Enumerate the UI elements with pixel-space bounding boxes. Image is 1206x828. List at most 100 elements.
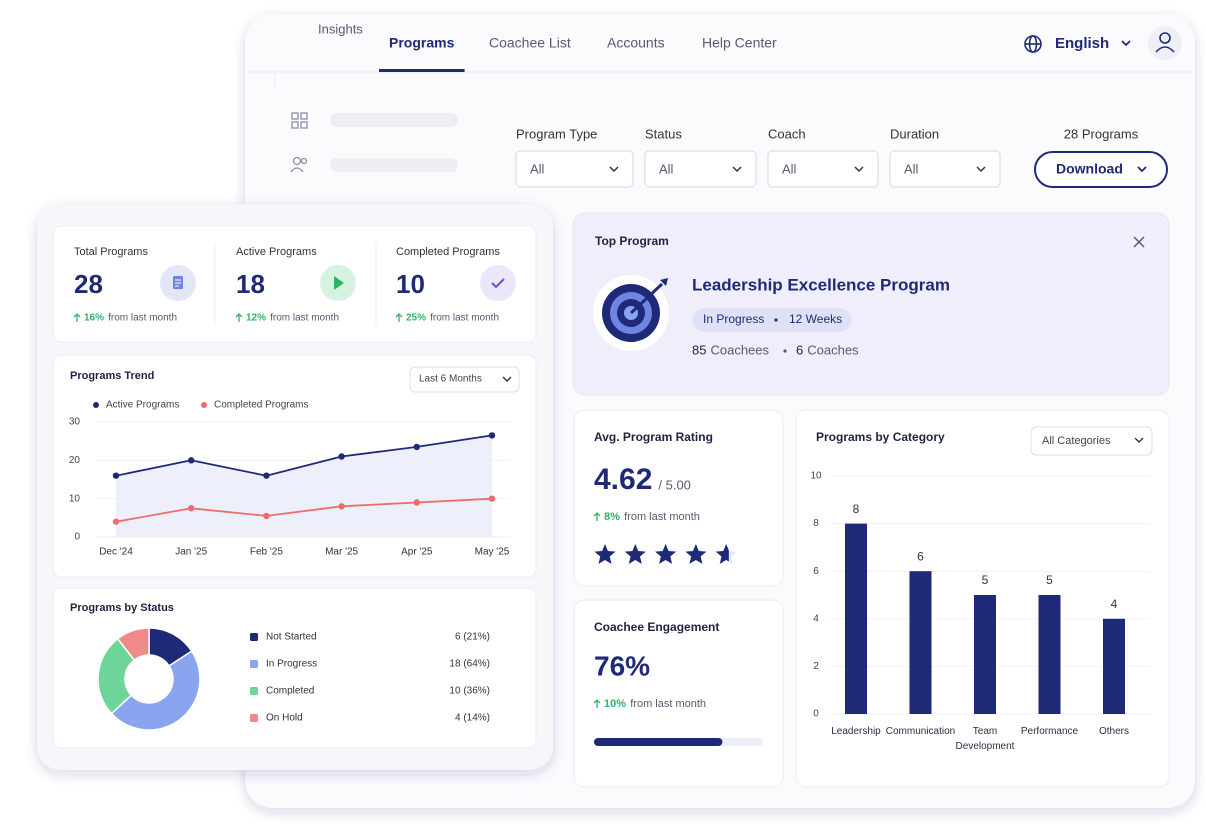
- users-icon[interactable]: [290, 156, 308, 173]
- legend-label: Completed: [266, 686, 314, 697]
- legend-label: In Progress: [266, 659, 317, 670]
- change-value: 25%: [406, 313, 426, 324]
- download-button[interactable]: [1034, 151, 1168, 188]
- x-tick-label: Communication: [885, 726, 956, 737]
- bar: [845, 523, 867, 714]
- avatar[interactable]: [1148, 26, 1182, 60]
- trend-dropdown[interactable]: [409, 366, 520, 393]
- filter-value: All: [782, 161, 797, 176]
- point: [488, 432, 496, 439]
- kpi-value: 18: [236, 269, 265, 299]
- change-value: 12%: [246, 313, 266, 324]
- nav-tab[interactable]: Coachee List: [489, 35, 571, 51]
- coach-label: Coaches: [807, 342, 859, 357]
- x-tick-label: Leadership: [831, 726, 881, 737]
- download-chevron[interactable]: [1137, 166, 1147, 173]
- nav-tab[interactable]: Programs: [389, 35, 455, 51]
- rating-title: Avg. Program Rating: [594, 430, 713, 444]
- top-program-heading: Top Program: [595, 234, 669, 248]
- tag: 12 Weeks: [789, 312, 842, 326]
- x-tick-label: Performance: [1020, 726, 1079, 737]
- globe-icon[interactable]: [1024, 35, 1042, 53]
- line: [115, 434, 493, 477]
- filter-chevron[interactable]: [854, 166, 864, 173]
- star: [685, 544, 707, 564]
- legend-value: 18 (64%): [449, 659, 490, 670]
- filter-label: Status: [645, 126, 682, 141]
- tag: In Progress: [703, 312, 764, 326]
- brand[interactable]: Insights: [318, 21, 363, 36]
- category-dropdown[interactable]: [1030, 426, 1153, 456]
- grid-icon[interactable]: [291, 112, 308, 129]
- up-arrow: [593, 512, 601, 521]
- filter-value: All: [904, 161, 919, 176]
- change-value: 8%: [604, 511, 620, 523]
- change-value: 10%: [604, 698, 626, 710]
- point: [112, 518, 120, 525]
- engagement-value: 76%: [594, 650, 650, 681]
- bar: [974, 595, 996, 714]
- nav-tab[interactable]: Accounts: [607, 35, 665, 51]
- coachee-count: 85: [692, 342, 706, 357]
- legend-swatch: [250, 660, 258, 668]
- bar-value-label: 8: [853, 502, 860, 516]
- filter-chevron[interactable]: [732, 166, 742, 173]
- bar-value-label: 5: [982, 573, 989, 587]
- check-icon: [480, 265, 516, 301]
- language-chevron[interactable]: [1121, 40, 1131, 47]
- bar-value-label: 6: [917, 549, 924, 563]
- y-tick-label: 2: [813, 661, 819, 672]
- separator-dot: [783, 349, 787, 353]
- legend-dot: [93, 402, 99, 408]
- y-tick-label: 10: [810, 471, 822, 482]
- engagement-title: Coachee Engagement: [594, 620, 719, 634]
- filter-chevron[interactable]: [609, 166, 619, 173]
- active-underline: [379, 69, 465, 72]
- dropdown-chevron[interactable]: [1134, 437, 1144, 443]
- change-text: from last month: [624, 511, 700, 523]
- x-tick-label: May '25: [475, 547, 510, 558]
- download-label[interactable]: Download: [1056, 161, 1123, 177]
- kpi-label: Active Programs: [236, 246, 317, 258]
- point: [188, 457, 195, 464]
- dropdown-chevron[interactable]: [502, 376, 512, 382]
- program-name: Leadership Excellence Program: [692, 275, 950, 294]
- point: [413, 499, 420, 506]
- filter-select[interactable]: [767, 150, 879, 188]
- legend-dot: [201, 402, 207, 408]
- point: [413, 443, 420, 451]
- kpi-value: 10: [396, 269, 425, 299]
- nav-tab[interactable]: Help Center: [702, 35, 777, 51]
- legend-value: 4 (14%): [455, 713, 490, 724]
- bar-value-label: 5: [1046, 573, 1053, 587]
- dropdown-label[interactable]: All Categories: [1042, 435, 1111, 447]
- close-icon[interactable]: [1133, 236, 1145, 248]
- filter-select[interactable]: [644, 150, 757, 188]
- change-text: from last month: [630, 698, 706, 710]
- point: [488, 495, 496, 502]
- x-tick-label: Apr '25: [401, 547, 433, 558]
- dropdown-label[interactable]: Last 6 Months: [419, 374, 482, 385]
- top-program-card: [572, 212, 1170, 396]
- filter-select[interactable]: [889, 150, 1001, 188]
- change-text: from last month: [108, 313, 177, 324]
- point: [188, 505, 195, 512]
- bar: [1038, 595, 1061, 714]
- up-arrow: [395, 313, 403, 322]
- legend-label: On Hold: [266, 713, 303, 724]
- x-tick-label: Others: [1098, 726, 1129, 737]
- language[interactable]: English: [1055, 35, 1109, 52]
- status-title: Programs by Status: [70, 602, 174, 614]
- tag-pill: [692, 308, 852, 332]
- y-tick-label: 6: [813, 566, 819, 577]
- legend-value: 10 (36%): [449, 686, 490, 697]
- x-tick-label: Dec '24: [99, 547, 133, 558]
- y-tick-label: 30: [69, 417, 81, 428]
- y-tick-label: 8: [813, 518, 819, 529]
- filter-select[interactable]: [515, 150, 634, 188]
- star: [715, 544, 729, 564]
- line: [115, 497, 493, 523]
- area: [116, 435, 492, 537]
- filter-chevron[interactable]: [976, 166, 986, 173]
- kpi-value: 28: [74, 269, 103, 299]
